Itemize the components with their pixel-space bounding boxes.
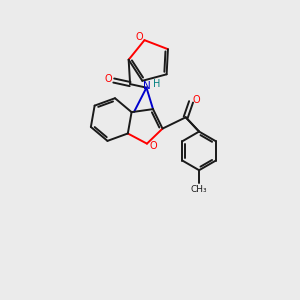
Text: N: N: [143, 81, 151, 91]
Text: CH₃: CH₃: [191, 185, 207, 194]
Text: O: O: [135, 32, 143, 42]
Text: H: H: [153, 79, 161, 89]
Text: O: O: [193, 95, 200, 105]
Text: O: O: [105, 74, 112, 84]
Text: O: O: [150, 141, 157, 151]
